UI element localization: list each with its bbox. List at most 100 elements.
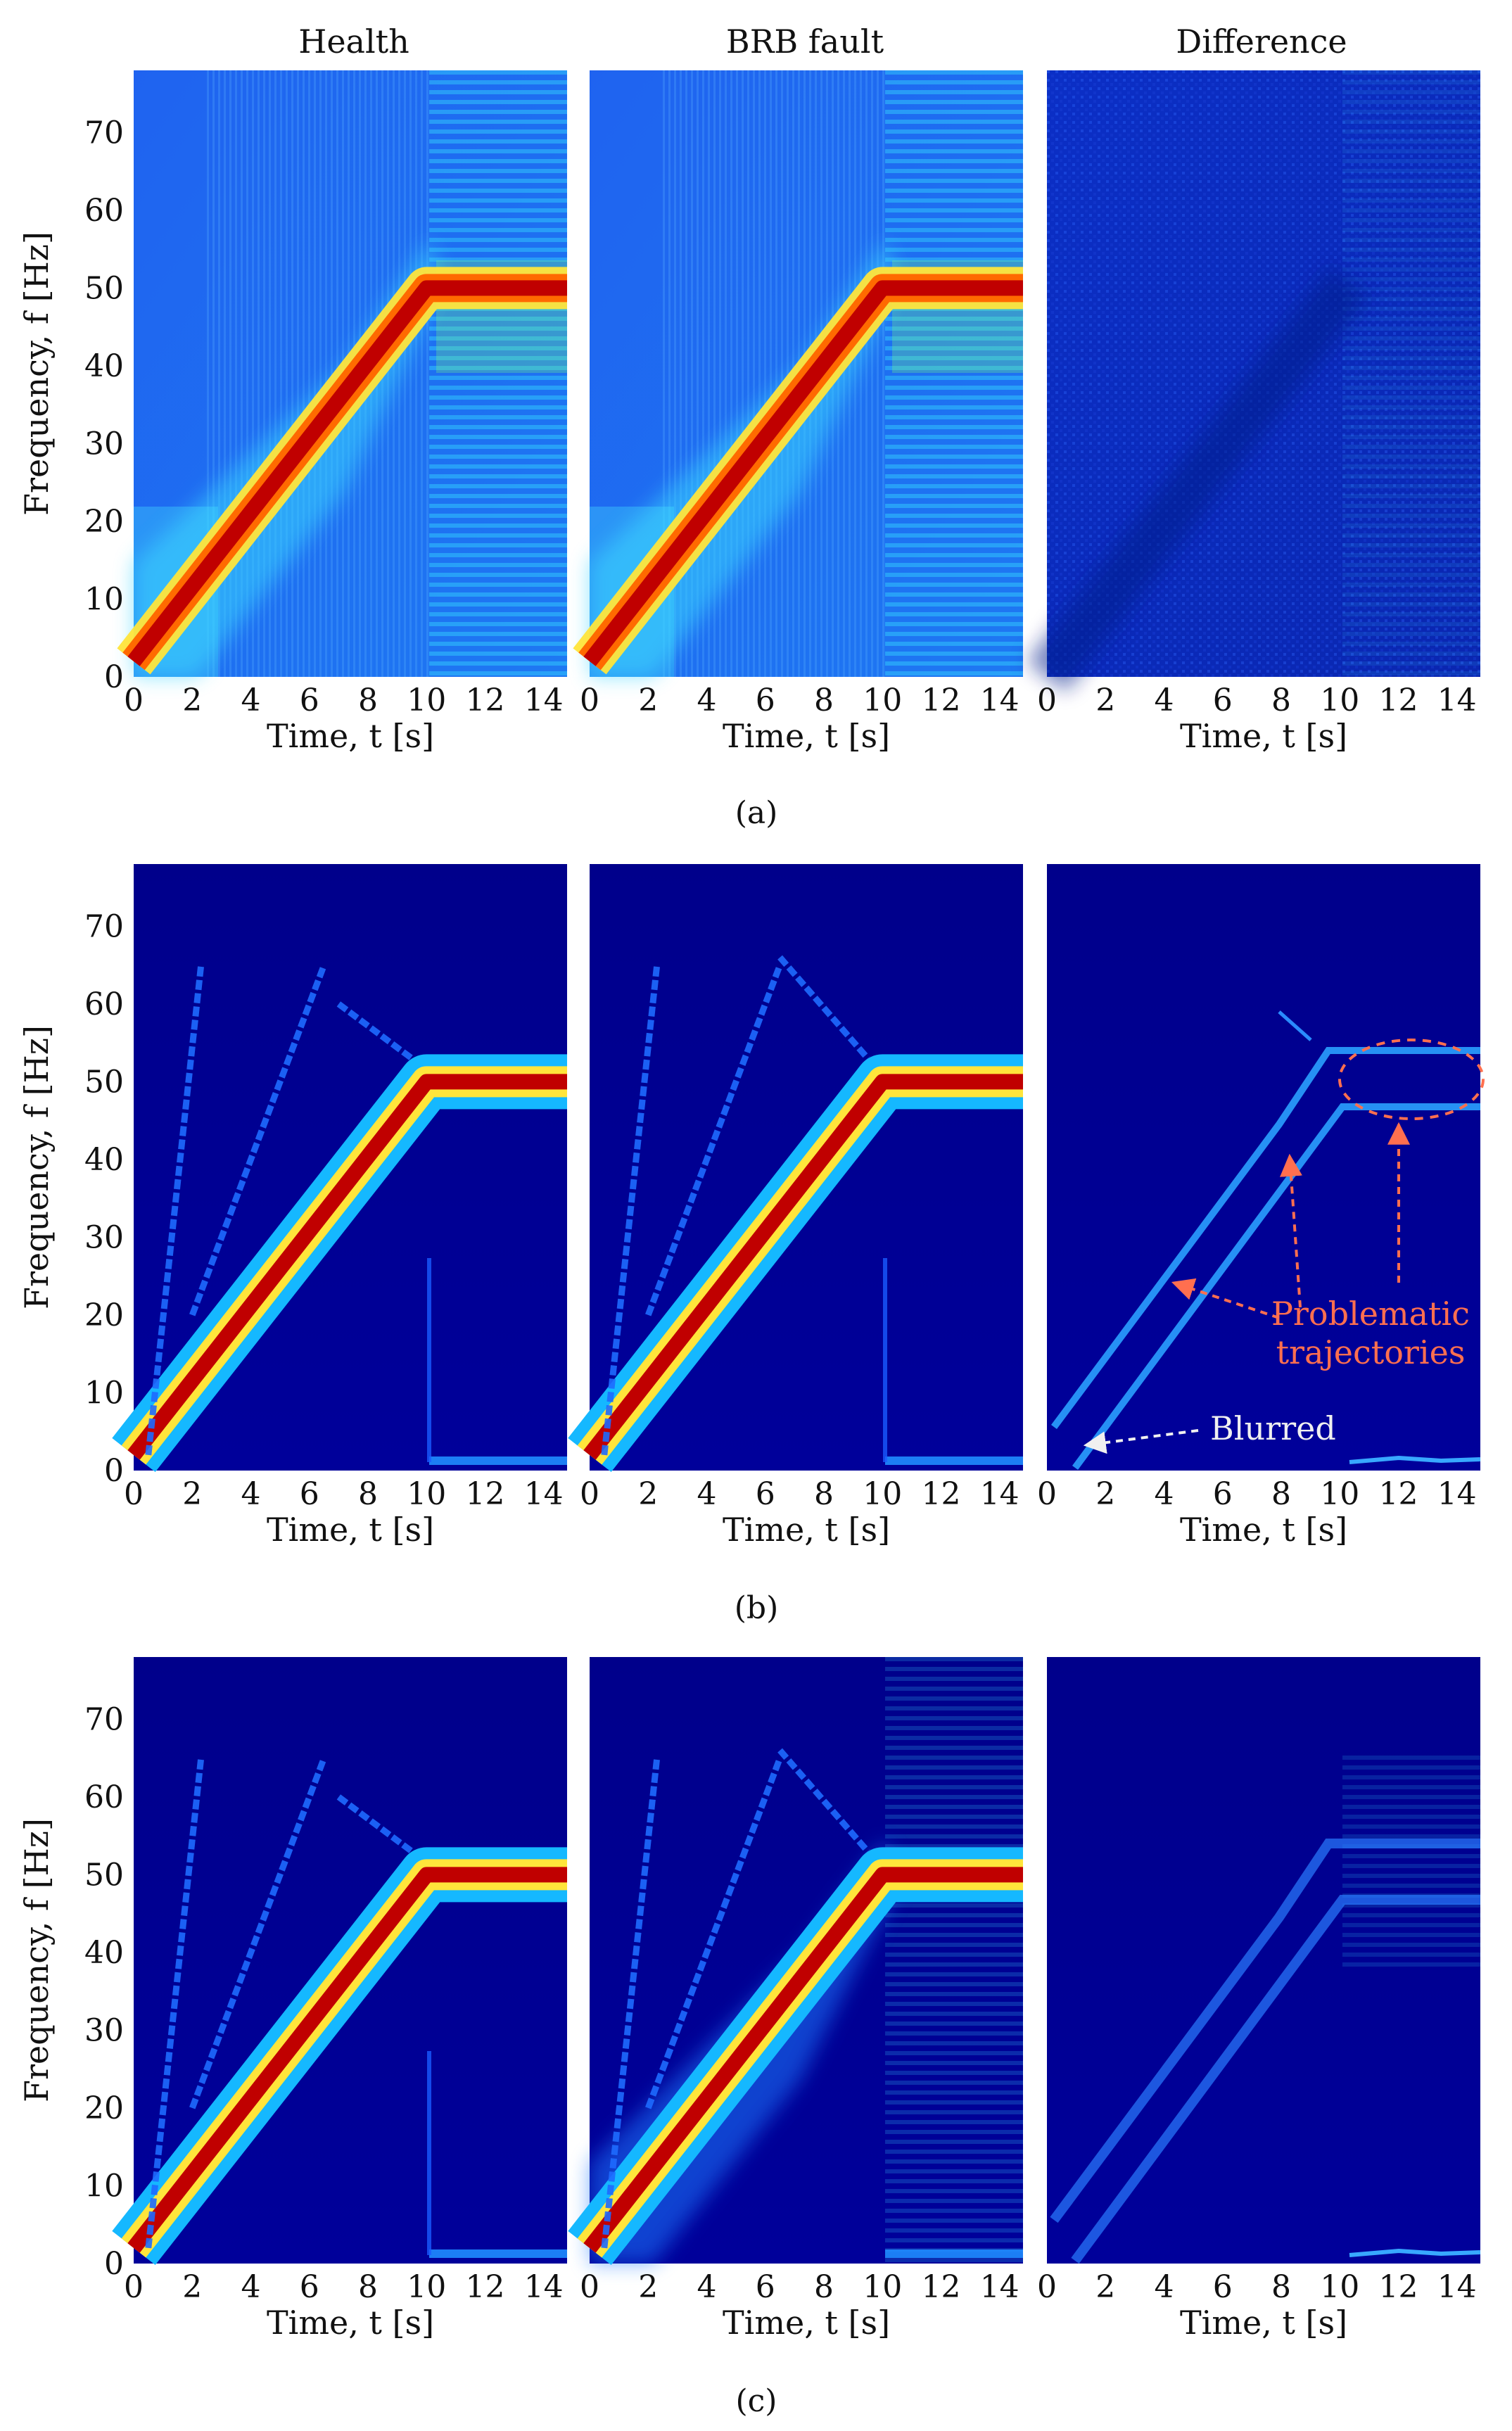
x-tick-label: 6 [756,683,775,718]
x-tick-label: 6 [756,1476,775,1512]
heatmap-background [1047,864,1480,1471]
x-tick-label: 10 [863,683,902,718]
harmonic-texture [429,70,567,677]
ridge-core [127,1867,567,2253]
low-frequency-trace [1349,1455,1481,1464]
x-tick-label: 6 [300,2269,319,2305]
y-tick-label: 50 [84,1064,124,1100]
problematic-region-ellipse [1338,1039,1485,1120]
x-tick-label: 0 [1037,2269,1057,2305]
x-tick-label: 0 [124,2269,144,2305]
ridge-core [127,1074,567,1460]
x-tick-label: 4 [241,2269,260,2305]
y-tick-label: 10 [84,2168,124,2204]
x-tick-label: 2 [1095,683,1115,718]
difference-trajectory-lower [1072,1103,1480,1470]
x-tick-label: 10 [1320,2269,1359,2305]
y-tick-label: 60 [84,1779,124,1815]
annotation-problematic-line2: trajectories [1276,1333,1466,1371]
x-tick-label: 14 [980,683,1019,718]
x-tick-label: 2 [182,683,202,718]
x-tick-label: 4 [1154,2269,1174,2305]
y-tick-labels: 0 10 20 30 40 50 60 70 [84,908,124,1489]
panel-b-diff: Problematic trajectories Blurred 0 2 4 6 8 10… [1037,864,1485,1549]
x-tick-label: 14 [524,683,564,718]
x-tick-label: 2 [1095,1476,1115,1512]
x-tick-label: 10 [863,2269,902,2305]
x-tick-label: 8 [1271,2269,1291,2305]
y-axis-label: Frequency, f [Hz] [18,1025,56,1309]
low-frequency-trace [1349,2248,1481,2257]
row-label-a: (a) [735,795,778,831]
y-tick-label: 30 [84,1219,124,1255]
x-tick-label: 10 [407,1476,446,1512]
x-axis-label: Time, t [s] [267,1511,434,1549]
low-frequency-band [885,2249,1023,2258]
harmonic-ridge [645,1757,783,2109]
low-frequency-band [885,1456,1023,1465]
ridge-core [127,280,567,666]
column-title-brb-fault: BRB fault [726,23,884,61]
harmonic-ridges [145,964,414,1456]
y-tick-label: 0 [104,659,124,695]
panel-a-diff: 0 2 4 6 8 10 12 14 Time, t [s] [1027,70,1480,755]
x-tick-label: 10 [407,2269,446,2305]
y-tick-label: 0 [104,1453,124,1489]
y-tick-label: 10 [84,581,124,617]
x-axis-label: Time, t [s] [723,2304,890,2342]
harmonic-ridges [145,1757,414,2249]
x-tick-label: 4 [697,2269,716,2305]
x-tick-label: 0 [580,683,599,718]
blurred-arrow [1083,1429,1199,1454]
y-tick-label: 50 [84,270,124,306]
y-tick-label: 20 [84,1297,124,1333]
x-tick-label: 8 [1271,683,1291,718]
panel-c-brb: 0 2 4 6 8 10 12 14 Time, t [s] [568,1657,1023,2342]
x-tick-labels: 0 2 4 6 8 10 12 14 [124,1476,564,1512]
harmonic-ridge [336,1794,414,1854]
harmonic-ridge [601,1758,661,2249]
harmonic-ridge [189,1757,327,2109]
x-tick-label: 8 [358,683,378,718]
x-tick-label: 8 [358,2269,378,2305]
x-tick-label: 0 [580,1476,599,1512]
y-tick-label: 60 [84,986,124,1022]
x-tick-label: 12 [465,2269,504,2305]
column-title-difference: Difference [1176,23,1347,61]
row-label-c: (c) [736,2383,777,2419]
harmonic-texture [885,1657,1023,2264]
harmonic-ridge [777,955,870,1061]
panel-b-brb: 0 2 4 6 8 10 12 14 Time, t [s] [568,864,1023,1549]
x-tick-label: 14 [524,2269,564,2305]
ridge-core [583,1074,1023,1460]
x-tick-label: 14 [524,1476,564,1512]
y-tick-label: 60 [84,193,124,229]
x-axis-label: Time, t [s] [723,1511,890,1549]
x-tick-label: 6 [1213,1476,1233,1512]
x-tick-label: 0 [124,683,144,718]
y-tick-label: 30 [84,2012,124,2048]
x-tick-label: 2 [182,2269,202,2305]
x-axis-label: Time, t [s] [723,717,890,755]
x-tick-label: 12 [921,1476,960,1512]
x-tick-label: 0 [124,1476,144,1512]
x-tick-label: 12 [465,683,504,718]
x-tick-label: 14 [1437,2269,1477,2305]
x-tick-label: 10 [1320,683,1359,718]
harmonic-texture [885,70,1023,677]
x-tick-label: 14 [1437,1476,1477,1512]
y-axis-label: Frequency, f [Hz] [18,231,56,516]
y-tick-label: 30 [84,426,124,462]
difference-spike [1278,1010,1312,1041]
x-tick-label: 4 [697,1476,716,1512]
x-tick-label: 0 [580,2269,599,2305]
column-title-health: Health [298,23,409,61]
harmonic-ridge [145,1758,205,2249]
annotation-blurred: Blurred [1210,1409,1336,1447]
x-tick-labels: 0 2 4 6 8 10 12 14 [580,683,1019,718]
x-tick-label: 12 [1378,1476,1418,1512]
